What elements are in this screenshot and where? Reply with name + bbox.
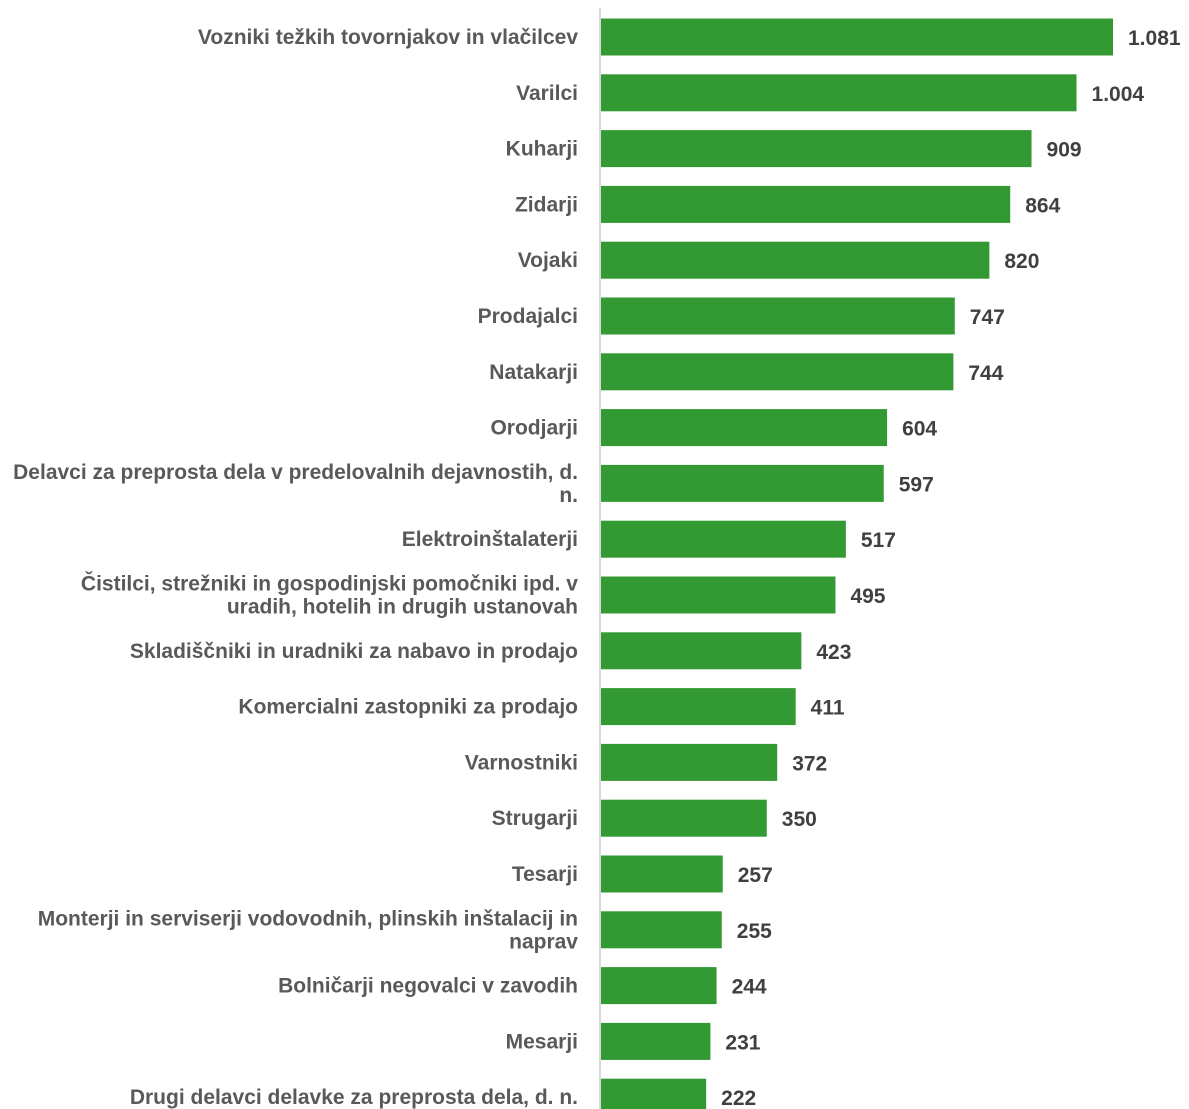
bars-group bbox=[601, 18, 1113, 1109]
category-label: Monterji in serviserji vodovodnih, plins… bbox=[38, 907, 579, 953]
category-label: Čistilci, strežniki in gospodinjski pomo… bbox=[81, 572, 578, 619]
category-label: Tesarji bbox=[512, 863, 578, 886]
category-label: Strugarji bbox=[492, 807, 578, 830]
value-label: 411 bbox=[811, 697, 845, 720]
value-label: 222 bbox=[721, 1087, 756, 1109]
value-label: 597 bbox=[899, 473, 934, 496]
value-label: 1.004 bbox=[1092, 83, 1145, 106]
bar bbox=[601, 409, 888, 447]
value-label: 372 bbox=[792, 752, 827, 775]
category-label: Varnostniki bbox=[465, 751, 578, 774]
category-label: Skladiščniki in uradniki za nabavo in pr… bbox=[130, 640, 578, 663]
category-label: Kuharji bbox=[506, 138, 578, 161]
bar bbox=[601, 1022, 711, 1060]
bar bbox=[601, 185, 1011, 223]
bar bbox=[601, 799, 767, 837]
category-label: Vojaki bbox=[518, 249, 578, 272]
category-label: Vozniki težkih tovornjakov in vlačilcev bbox=[198, 26, 578, 49]
value-label: 744 bbox=[968, 362, 1003, 385]
bar bbox=[601, 18, 1113, 56]
value-label: 864 bbox=[1025, 194, 1060, 217]
bar bbox=[601, 520, 846, 558]
value-labels-group: 1.081 1.004 909 864 820 747 744 604 597 517 495 423… bbox=[721, 27, 1181, 1109]
value-label: 495 bbox=[850, 585, 885, 608]
value-label: 257 bbox=[738, 864, 773, 887]
bar bbox=[601, 241, 990, 279]
bar bbox=[601, 353, 954, 391]
value-label: 231 bbox=[725, 1031, 760, 1054]
value-label: 423 bbox=[816, 641, 851, 664]
bar bbox=[601, 130, 1032, 168]
bar bbox=[601, 967, 717, 1005]
value-label: 820 bbox=[1004, 250, 1039, 273]
value-label: 517 bbox=[861, 529, 896, 552]
value-label: 909 bbox=[1047, 139, 1082, 162]
category-label: Bolničarji negovalci v zavodih bbox=[278, 975, 578, 998]
category-label: Drugi delavci delavke za preprosta dela,… bbox=[130, 1086, 578, 1109]
bar bbox=[601, 1078, 707, 1109]
value-label: 604 bbox=[902, 418, 937, 441]
bar bbox=[601, 297, 955, 335]
category-label: Komercialni zastopniki za prodajo bbox=[238, 696, 578, 719]
bar bbox=[601, 632, 802, 670]
value-label: 1.081 bbox=[1128, 27, 1181, 50]
bar bbox=[601, 743, 778, 781]
category-labels-group: Vozniki težkih tovornjakov in vlačilcev V… bbox=[13, 26, 578, 1109]
bar bbox=[601, 576, 836, 614]
bar bbox=[601, 911, 722, 949]
bar bbox=[601, 855, 723, 893]
value-label: 350 bbox=[782, 808, 817, 831]
category-label: Elektroinštalaterji bbox=[402, 528, 578, 551]
value-label: 255 bbox=[737, 920, 772, 943]
category-label: Natakarji bbox=[489, 361, 578, 384]
category-label: Delavci za preprosta dela v predelovalni… bbox=[13, 461, 578, 507]
value-label: 244 bbox=[732, 976, 767, 999]
bar bbox=[601, 74, 1077, 112]
category-label: Mesarji bbox=[506, 1030, 578, 1053]
value-label: 747 bbox=[970, 306, 1005, 329]
category-label: Zidarji bbox=[515, 193, 578, 216]
category-label: Varilci bbox=[516, 82, 578, 105]
category-label: Prodajalci bbox=[478, 305, 578, 328]
category-label: Orodjarji bbox=[490, 417, 578, 440]
bar bbox=[601, 464, 884, 502]
bar bbox=[601, 688, 796, 726]
